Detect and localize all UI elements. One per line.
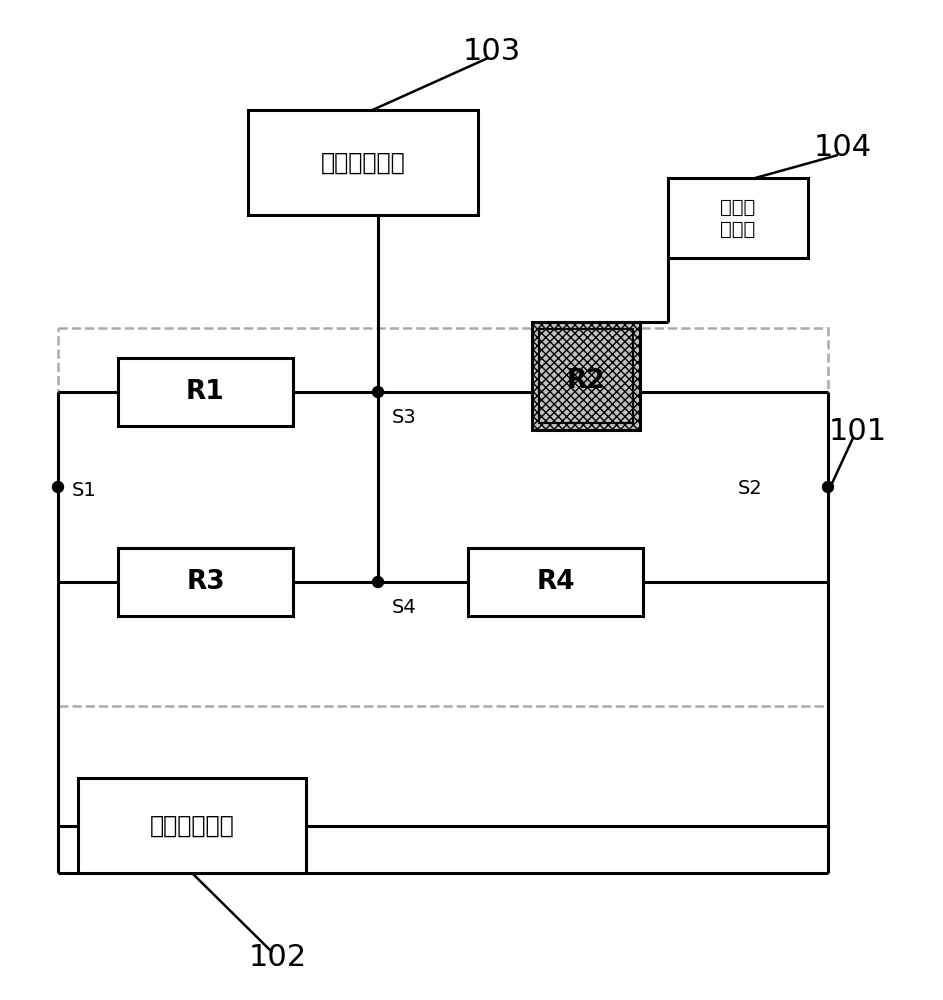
- Bar: [532, 322, 640, 430]
- Text: 102: 102: [249, 944, 307, 972]
- Bar: [248, 110, 478, 215]
- Bar: [118, 358, 293, 426]
- Text: 电压检测电路: 电压检测电路: [321, 150, 405, 174]
- Text: S3: S3: [392, 408, 417, 427]
- Text: 电压施加电路: 电压施加电路: [150, 814, 235, 838]
- Text: 104: 104: [814, 133, 872, 162]
- Bar: [668, 178, 808, 258]
- Circle shape: [372, 576, 384, 587]
- Circle shape: [372, 386, 384, 397]
- Text: R4: R4: [537, 569, 574, 595]
- Bar: [468, 548, 643, 616]
- Text: R3: R3: [186, 569, 224, 595]
- Text: 103: 103: [463, 37, 521, 66]
- Circle shape: [822, 482, 834, 492]
- Text: R1: R1: [186, 379, 224, 405]
- Text: S4: S4: [392, 598, 417, 617]
- Text: 101: 101: [829, 418, 887, 446]
- Text: 电阻校
正电路: 电阻校 正电路: [720, 198, 755, 238]
- Bar: [78, 778, 306, 873]
- Bar: [539, 329, 633, 423]
- Bar: [58, 328, 828, 706]
- Bar: [118, 548, 293, 616]
- Circle shape: [53, 482, 63, 492]
- Text: S1: S1: [72, 481, 97, 499]
- Text: S2: S2: [738, 479, 763, 497]
- Text: R2: R2: [567, 368, 605, 394]
